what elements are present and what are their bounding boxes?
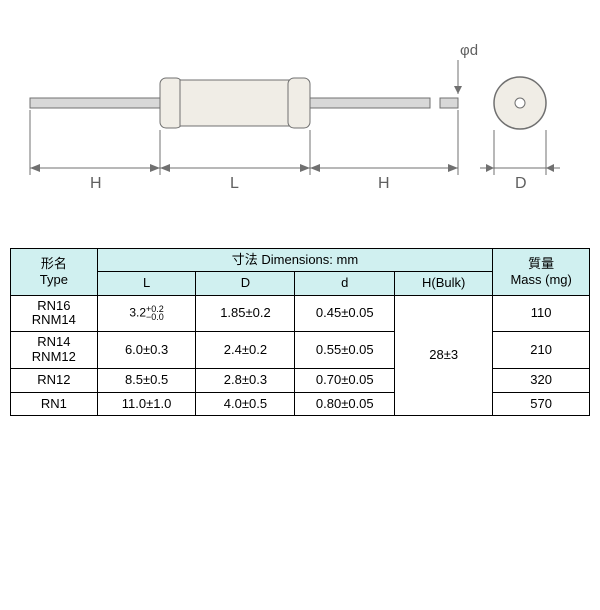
table-row: RN14RNM12 6.0±0.3 2.4±0.2 0.55±0.05 210	[11, 332, 590, 369]
table-row: RN1 11.0±1.0 4.0±0.5 0.80±0.05 570	[11, 392, 590, 415]
cell-type: RN16RNM14	[32, 298, 76, 328]
cell-d: 0.55±0.05	[295, 332, 395, 369]
col-mass: 質量 Mass (mg)	[493, 249, 590, 296]
left-lead	[30, 98, 160, 108]
table-row: RN16RNM14 3.2+0.2−0.0 1.85±0.2 0.45±0.05…	[11, 295, 590, 332]
col-type: 形名 Type	[11, 249, 98, 296]
col-d-cap: D	[196, 272, 295, 295]
cell-l: 6.0±0.3	[97, 332, 196, 369]
cell-l: 3.2+0.2−0.0	[97, 295, 196, 332]
cell-d: 0.70±0.05	[295, 369, 395, 392]
resistor-body	[160, 78, 310, 128]
cell-l: 8.5±0.5	[97, 369, 196, 392]
col-l: L	[97, 272, 196, 295]
cell-type: RN1	[11, 392, 98, 415]
col-hbulk: H(Bulk)	[395, 272, 493, 295]
cell-d: 0.45±0.05	[295, 295, 395, 332]
dimensions-table: 形名 Type 寸法 Dimensions: mm 質量 Mass (mg) L…	[10, 248, 590, 416]
dim-l: L	[230, 175, 239, 192]
cell-type: RN14RNM12	[32, 334, 76, 364]
cell-mass: 570	[493, 392, 590, 415]
col-d-small: d	[295, 272, 395, 295]
cell-d: 0.80±0.05	[295, 392, 395, 415]
table-row: RN12 8.5±0.5 2.8±0.3 0.70±0.05 320	[11, 369, 590, 392]
cell-type: RN12	[11, 369, 98, 392]
cell-h: 28±3	[395, 295, 493, 415]
dim-h-left: H	[90, 175, 102, 192]
cell-mass: 320	[493, 369, 590, 392]
cell-D: 1.85±0.2	[196, 295, 295, 332]
col-dimensions: 寸法 Dimensions: mm	[97, 249, 493, 272]
dim-h-right: H	[378, 175, 390, 192]
cell-l: 11.0±1.0	[97, 392, 196, 415]
end-view-inner	[515, 98, 525, 108]
cell-mass: 110	[493, 295, 590, 332]
cell-D: 4.0±0.5	[196, 392, 295, 415]
dim-d: D	[515, 175, 527, 192]
cell-D: 2.4±0.2	[196, 332, 295, 369]
right-lead	[310, 98, 430, 108]
cell-D: 2.8±0.3	[196, 369, 295, 392]
component-diagram: φd H L H D	[10, 10, 590, 240]
phi-d-label: φd	[460, 42, 478, 59]
cell-mass: 210	[493, 332, 590, 369]
